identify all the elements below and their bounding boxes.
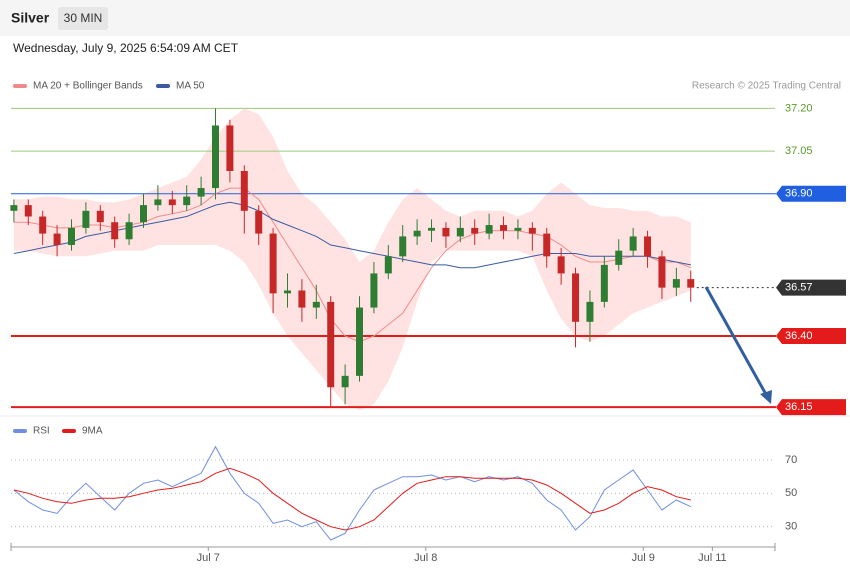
candle-body	[485, 225, 493, 234]
candle-body	[139, 205, 147, 223]
candle-body	[572, 273, 580, 322]
candle-body	[111, 222, 119, 240]
candle-body	[586, 301, 594, 322]
level-label: 37.20	[785, 102, 813, 114]
arrow-head	[760, 390, 772, 404]
level-label: 37.05	[785, 145, 813, 157]
y-tick-label: 70	[785, 454, 797, 466]
candle-body	[67, 227, 75, 245]
candle-body	[24, 205, 32, 217]
forecast-arrow	[704, 286, 770, 399]
candle-body	[399, 236, 407, 257]
rsi-line	[13, 445, 692, 541]
candle-body	[471, 227, 479, 234]
bollinger-band	[13, 108, 691, 411]
level-label-box	[776, 279, 846, 296]
candle-body	[82, 210, 90, 228]
credit: Research © 2025 Trading Central	[692, 81, 841, 92]
candle-body	[10, 205, 18, 211]
candle-body	[514, 227, 522, 231]
level-label: 36.90	[785, 188, 813, 200]
candle-body	[168, 199, 176, 206]
candle-body	[557, 256, 565, 274]
candle-body	[356, 307, 364, 376]
candle-body	[615, 250, 623, 265]
candle-body	[672, 279, 680, 288]
candle-body	[413, 230, 421, 237]
timestamp: Wednesday, July 9, 2025 6:54:09 AM CET	[13, 41, 239, 55]
candle-body	[456, 227, 464, 237]
level-label-box	[776, 328, 846, 345]
symbol: Silver	[11, 10, 50, 26]
level-label: 36.15	[785, 401, 813, 413]
legend-label: MA 50	[176, 81, 205, 92]
candle-body	[600, 264, 608, 302]
candle-body	[312, 301, 320, 308]
candle-body	[183, 196, 191, 206]
candle-body	[125, 222, 133, 240]
legend-swatch	[156, 84, 170, 88]
candle-body	[154, 199, 162, 206]
candle-body	[240, 170, 248, 211]
legend-swatch	[13, 84, 27, 88]
legend-label: 9MA	[82, 426, 103, 437]
x-tick-label: Jul 11	[698, 552, 727, 564]
y-tick-label: 50	[785, 487, 797, 499]
candle-body	[284, 290, 292, 294]
x-tick-label: Jul 7	[197, 552, 220, 564]
level-label: 36.40	[785, 330, 813, 342]
level-label-box	[776, 185, 846, 202]
candle-body	[384, 256, 392, 274]
level-label: 36.57	[785, 282, 813, 294]
rsi-line	[13, 467, 691, 531]
candle-body	[528, 227, 536, 234]
candle-body	[197, 188, 205, 197]
y-tick-label: 30	[785, 521, 797, 533]
legend-swatch	[62, 429, 76, 433]
candle-body	[255, 210, 263, 234]
candle-body	[658, 256, 666, 288]
candle-body	[341, 375, 349, 388]
interval-badge[interactable]	[58, 7, 108, 30]
candle-body	[96, 210, 104, 223]
legend-label: RSI	[33, 426, 50, 437]
legend-swatch	[13, 429, 27, 433]
candle-body	[327, 301, 335, 388]
candle-body	[226, 125, 234, 171]
candle-body	[644, 236, 652, 257]
candle-body	[543, 233, 551, 257]
candle-body	[442, 227, 450, 237]
interval[interactable]: 30 MIN	[64, 11, 103, 25]
candle-body	[500, 225, 508, 231]
level-label-box	[776, 399, 846, 416]
legend-label: MA 20 + Bollinger Bands	[33, 81, 143, 92]
x-tick-label: Jul 9	[632, 552, 655, 564]
candle-body	[687, 279, 695, 288]
candle-body	[370, 273, 378, 308]
candle-body	[53, 233, 61, 245]
candle-body	[212, 125, 220, 189]
x-tick-label: Jul 8	[414, 552, 437, 564]
candle-body	[298, 290, 306, 308]
top-bar	[0, 0, 850, 36]
candle-body	[629, 236, 637, 251]
candle-body	[39, 216, 47, 234]
candle-body	[269, 233, 277, 294]
candle-body	[428, 227, 436, 231]
